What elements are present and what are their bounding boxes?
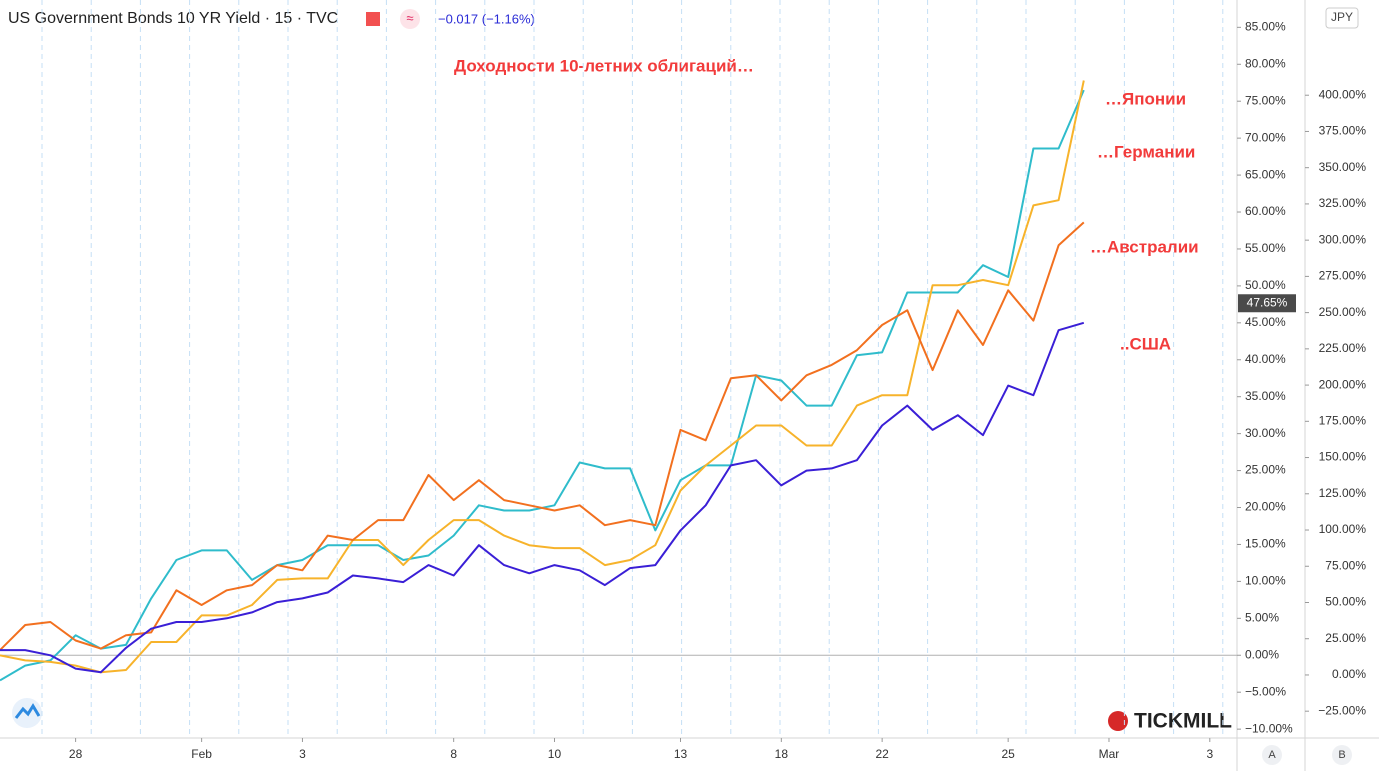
x-tick-label: Feb — [191, 747, 212, 761]
series-line — [0, 221, 1085, 651]
y-tick-label: 65.00% — [1245, 167, 1286, 181]
y2-tick-label: 400.00% — [1319, 87, 1367, 101]
y2-tick-label: 125.00% — [1319, 486, 1367, 500]
price-change: −0.017 (−1.16%) — [438, 11, 535, 26]
compare-icon-glyph: ≈ — [406, 10, 413, 25]
x-tick-label: 3 — [299, 747, 306, 761]
y2-tick-label: 275.00% — [1319, 269, 1367, 283]
auto-button[interactable] — [1262, 745, 1282, 765]
y2-tick-label: 0.00% — [1332, 667, 1366, 681]
y2-tick-label: −25.00% — [1318, 703, 1366, 717]
currency-label: JPY — [1331, 10, 1353, 24]
last-price-label: 47.65% — [1247, 295, 1288, 309]
series-label: …Японии — [1105, 89, 1186, 108]
y-tick-label: 30.00% — [1245, 426, 1286, 440]
y2-tick-label: 175.00% — [1319, 413, 1367, 427]
y-tick-label: 40.00% — [1245, 352, 1286, 366]
series-label: …Германии — [1097, 142, 1195, 161]
y-tick-label: 35.00% — [1245, 389, 1286, 403]
y2-tick-label: 350.00% — [1319, 160, 1367, 174]
y2-tick-label: 300.00% — [1319, 232, 1367, 246]
x-tick-label: 13 — [674, 747, 688, 761]
y2-tick-label: 50.00% — [1325, 595, 1366, 609]
y-tick-label: 50.00% — [1245, 278, 1286, 292]
y-tick-label: 60.00% — [1245, 204, 1286, 218]
y2-tick-label: 325.00% — [1319, 196, 1367, 210]
x-tick-label: 22 — [875, 747, 889, 761]
y-tick-label: 20.00% — [1245, 500, 1286, 514]
y-tick-label: 10.00% — [1245, 574, 1286, 588]
y-tick-label: 5.00% — [1245, 610, 1279, 624]
y-tick-label: −10.00% — [1245, 721, 1293, 735]
series-line — [0, 321, 1085, 674]
chart-title: Доходности 10-летних облигаций… — [454, 56, 754, 75]
y2-tick-label: 150.00% — [1319, 450, 1367, 464]
compare-icon[interactable] — [400, 9, 420, 29]
series-label: …Австралии — [1090, 237, 1199, 256]
symbol-title: US Government Bonds 10 YR Yield · 15 · T… — [8, 10, 338, 27]
brand-icon — [1108, 711, 1128, 731]
x-tick-label: 8 — [450, 747, 457, 761]
y2-tick-label: 200.00% — [1319, 377, 1367, 391]
y-tick-label: 45.00% — [1245, 315, 1286, 329]
x-tick-label: 3 — [1206, 747, 1213, 761]
y-tick-label: 25.00% — [1245, 463, 1286, 477]
y-tick-label: 70.00% — [1245, 130, 1286, 144]
brand-logo: TICKMILL — [1134, 710, 1232, 733]
y-tick-label: 75.00% — [1245, 93, 1286, 107]
y-tick-label: 85.00% — [1245, 20, 1286, 34]
y-tick-label: −5.00% — [1245, 684, 1286, 698]
y2-tick-label: 25.00% — [1325, 631, 1366, 645]
log-label: B — [1338, 749, 1345, 761]
y-tick-label: 80.00% — [1245, 56, 1286, 70]
x-tick-label: 25 — [1001, 747, 1015, 761]
x-tick-label: 10 — [548, 747, 562, 761]
tv-logo-mark — [14, 703, 41, 719]
last-price-badge — [1238, 294, 1296, 313]
flag-icon[interactable] — [366, 12, 380, 26]
y2-tick-label: 250.00% — [1319, 305, 1367, 319]
y-tick-label: 15.00% — [1245, 537, 1286, 551]
x-tick-label: Mar — [1099, 747, 1120, 761]
y2-tick-label: 225.00% — [1319, 341, 1367, 355]
series-line — [0, 80, 1085, 674]
y2-tick-label: 75.00% — [1325, 558, 1366, 572]
auto-label: A — [1268, 749, 1276, 761]
x-tick-label: 28 — [69, 747, 83, 761]
series-label: ..США — [1120, 334, 1171, 353]
currency-button[interactable] — [1325, 7, 1359, 29]
log-button[interactable] — [1332, 745, 1352, 765]
x-tick-label: 18 — [775, 747, 789, 761]
y2-tick-label: 100.00% — [1319, 522, 1367, 536]
y-tick-label: 0.00% — [1245, 647, 1279, 661]
y-tick-label: 55.00% — [1245, 241, 1286, 255]
y2-tick-label: 375.00% — [1319, 124, 1367, 138]
